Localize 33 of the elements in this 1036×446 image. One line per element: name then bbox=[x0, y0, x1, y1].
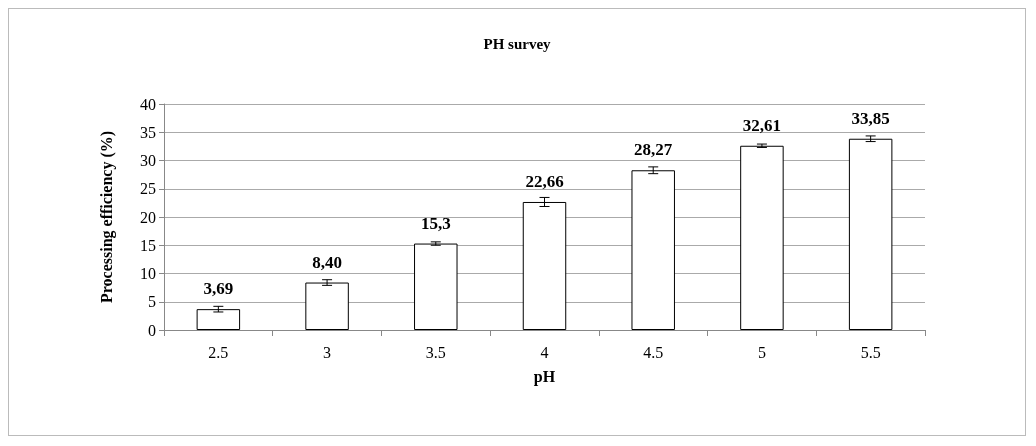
bar bbox=[848, 138, 893, 330]
data-label: 33,85 bbox=[851, 108, 890, 128]
x-tick-label: 4 bbox=[540, 343, 549, 361]
x-tick-label: 3.5 bbox=[425, 343, 446, 361]
bar bbox=[305, 282, 349, 330]
chart-title: PH survey bbox=[483, 35, 552, 52]
y-tick-label: 5 bbox=[148, 293, 156, 311]
y-tick-label: 20 bbox=[140, 208, 156, 226]
bar bbox=[414, 243, 458, 330]
y-tick-label: 30 bbox=[140, 152, 156, 169]
bar bbox=[631, 170, 675, 330]
y-tick-label: 15 bbox=[140, 236, 156, 254]
y-tick-label: 0 bbox=[148, 321, 156, 339]
x-tick-label: 5.5 bbox=[860, 343, 881, 361]
data-label: 32,61 bbox=[742, 115, 782, 135]
x-axis-title: pH bbox=[533, 367, 556, 386]
x-tick-label: 2.5 bbox=[208, 343, 229, 361]
bar bbox=[522, 201, 567, 330]
x-tick-label: 3 bbox=[323, 343, 332, 361]
y-axis-title: Processing efficiency (%) bbox=[97, 130, 116, 304]
bar bbox=[740, 145, 784, 330]
data-label: 22,66 bbox=[525, 171, 564, 191]
y-tick-label: 10 bbox=[140, 265, 156, 282]
data-label: 28,27 bbox=[634, 140, 673, 160]
y-tick-label: 40 bbox=[140, 95, 156, 113]
bar bbox=[196, 309, 241, 330]
y-tick-label: 35 bbox=[140, 123, 156, 141]
data-label: 3,69 bbox=[203, 279, 234, 299]
x-tick-label: 5 bbox=[757, 343, 766, 361]
data-label: 15,3 bbox=[420, 213, 451, 233]
data-label: 8,40 bbox=[312, 252, 342, 272]
x-tick-label: 4.5 bbox=[643, 343, 664, 361]
y-tick-label: 25 bbox=[140, 180, 156, 198]
